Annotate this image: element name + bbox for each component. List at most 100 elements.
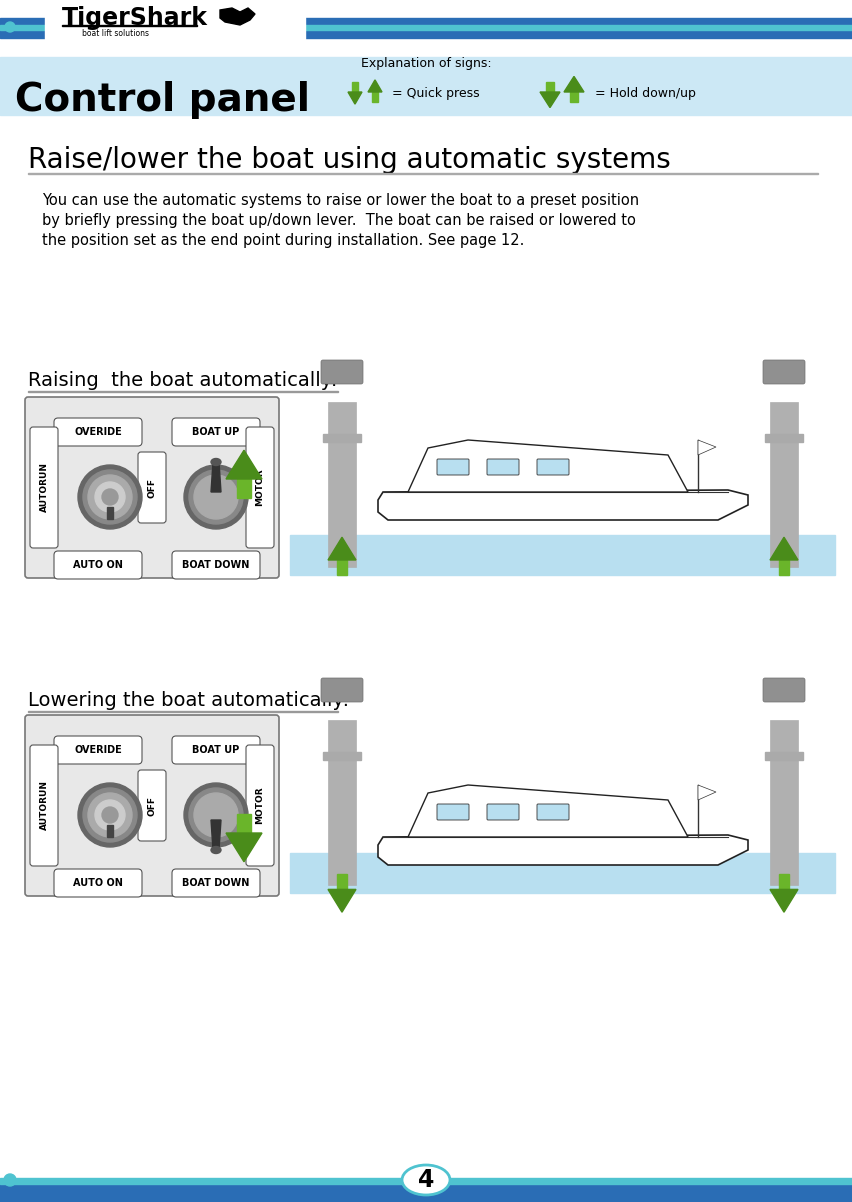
Text: AUTO ON: AUTO ON: [73, 560, 123, 570]
FancyBboxPatch shape: [54, 551, 141, 579]
Polygon shape: [328, 889, 355, 912]
Bar: [290, 535, 834, 575]
Circle shape: [189, 470, 243, 524]
Text: You can use the automatic systems to raise or lower the boat to a preset positio: You can use the automatic systems to rai…: [42, 192, 638, 208]
Circle shape: [78, 465, 141, 529]
FancyBboxPatch shape: [25, 397, 279, 578]
Circle shape: [184, 783, 248, 847]
FancyBboxPatch shape: [436, 459, 469, 475]
Text: MOTOR: MOTOR: [256, 469, 264, 506]
Bar: [337, 874, 347, 889]
Polygon shape: [328, 537, 355, 560]
FancyBboxPatch shape: [486, 804, 518, 820]
Polygon shape: [769, 889, 797, 912]
Bar: [778, 874, 788, 889]
Bar: [0, 56, 852, 115]
Bar: [0, 1178, 852, 1183]
Polygon shape: [697, 785, 715, 801]
FancyBboxPatch shape: [138, 770, 166, 841]
Text: AUTORUN: AUTORUN: [39, 463, 49, 512]
Bar: [769, 401, 797, 567]
Circle shape: [4, 1174, 16, 1186]
FancyBboxPatch shape: [537, 459, 568, 475]
FancyBboxPatch shape: [436, 804, 469, 820]
Bar: [545, 82, 553, 93]
Bar: [323, 752, 360, 760]
Bar: [328, 401, 355, 567]
Bar: [764, 434, 802, 442]
Polygon shape: [210, 820, 221, 850]
Text: OFF: OFF: [147, 796, 156, 815]
Circle shape: [193, 475, 238, 519]
Polygon shape: [697, 440, 715, 456]
Text: Raise/lower the boat using automatic systems: Raise/lower the boat using automatic sys…: [28, 145, 670, 174]
FancyBboxPatch shape: [320, 678, 363, 702]
Circle shape: [95, 482, 125, 512]
Text: boat lift solutions: boat lift solutions: [82, 30, 149, 38]
Bar: [237, 814, 250, 833]
Bar: [778, 560, 788, 576]
Text: AUTO ON: AUTO ON: [73, 877, 123, 888]
Bar: [764, 752, 802, 760]
Ellipse shape: [401, 1165, 450, 1195]
FancyBboxPatch shape: [25, 715, 279, 895]
Text: OFF: OFF: [147, 477, 156, 498]
Text: AUTORUN: AUTORUN: [39, 780, 49, 831]
Text: Raising  the boat automatically:: Raising the boat automatically:: [28, 370, 337, 389]
Bar: [337, 560, 347, 576]
Polygon shape: [220, 8, 255, 25]
Bar: [352, 82, 357, 93]
FancyBboxPatch shape: [320, 361, 363, 383]
Bar: [323, 434, 360, 442]
Circle shape: [184, 465, 248, 529]
Circle shape: [102, 489, 118, 505]
Bar: [372, 93, 377, 102]
Text: 4: 4: [417, 1168, 434, 1192]
FancyBboxPatch shape: [54, 736, 141, 764]
Circle shape: [78, 783, 141, 847]
Bar: [0, 1180, 852, 1202]
Polygon shape: [539, 93, 560, 108]
FancyBboxPatch shape: [245, 427, 273, 548]
Bar: [0, 1180, 852, 1202]
Polygon shape: [226, 451, 262, 480]
Circle shape: [189, 789, 243, 841]
Bar: [769, 720, 797, 885]
FancyBboxPatch shape: [172, 418, 260, 446]
Bar: [569, 93, 577, 102]
Circle shape: [88, 793, 132, 837]
Text: Explanation of signs:: Explanation of signs:: [360, 56, 491, 70]
Polygon shape: [769, 537, 797, 560]
Bar: [290, 718, 834, 893]
Polygon shape: [563, 77, 584, 93]
Polygon shape: [210, 462, 221, 492]
Text: BOAT DOWN: BOAT DOWN: [182, 560, 250, 570]
Bar: [106, 825, 112, 837]
Circle shape: [88, 475, 132, 519]
Bar: [0, 18, 852, 38]
Bar: [290, 853, 834, 893]
FancyBboxPatch shape: [762, 361, 804, 383]
FancyBboxPatch shape: [172, 869, 260, 897]
Circle shape: [83, 470, 137, 524]
Circle shape: [102, 807, 118, 823]
Polygon shape: [226, 833, 262, 862]
Text: TigerShark: TigerShark: [62, 6, 208, 30]
Bar: [290, 400, 834, 575]
FancyBboxPatch shape: [30, 427, 58, 548]
Text: MOTOR: MOTOR: [256, 786, 264, 825]
FancyBboxPatch shape: [537, 804, 568, 820]
FancyBboxPatch shape: [30, 745, 58, 865]
Bar: [0, 25, 852, 30]
Circle shape: [83, 789, 137, 841]
Text: BOAT UP: BOAT UP: [193, 745, 239, 755]
Bar: [28, 173, 817, 174]
FancyBboxPatch shape: [172, 551, 260, 579]
Polygon shape: [377, 490, 747, 520]
Text: Control panel: Control panel: [15, 81, 309, 119]
FancyBboxPatch shape: [245, 745, 273, 865]
Polygon shape: [377, 835, 747, 865]
Bar: [45, 0, 305, 55]
Polygon shape: [407, 785, 688, 837]
FancyBboxPatch shape: [54, 418, 141, 446]
